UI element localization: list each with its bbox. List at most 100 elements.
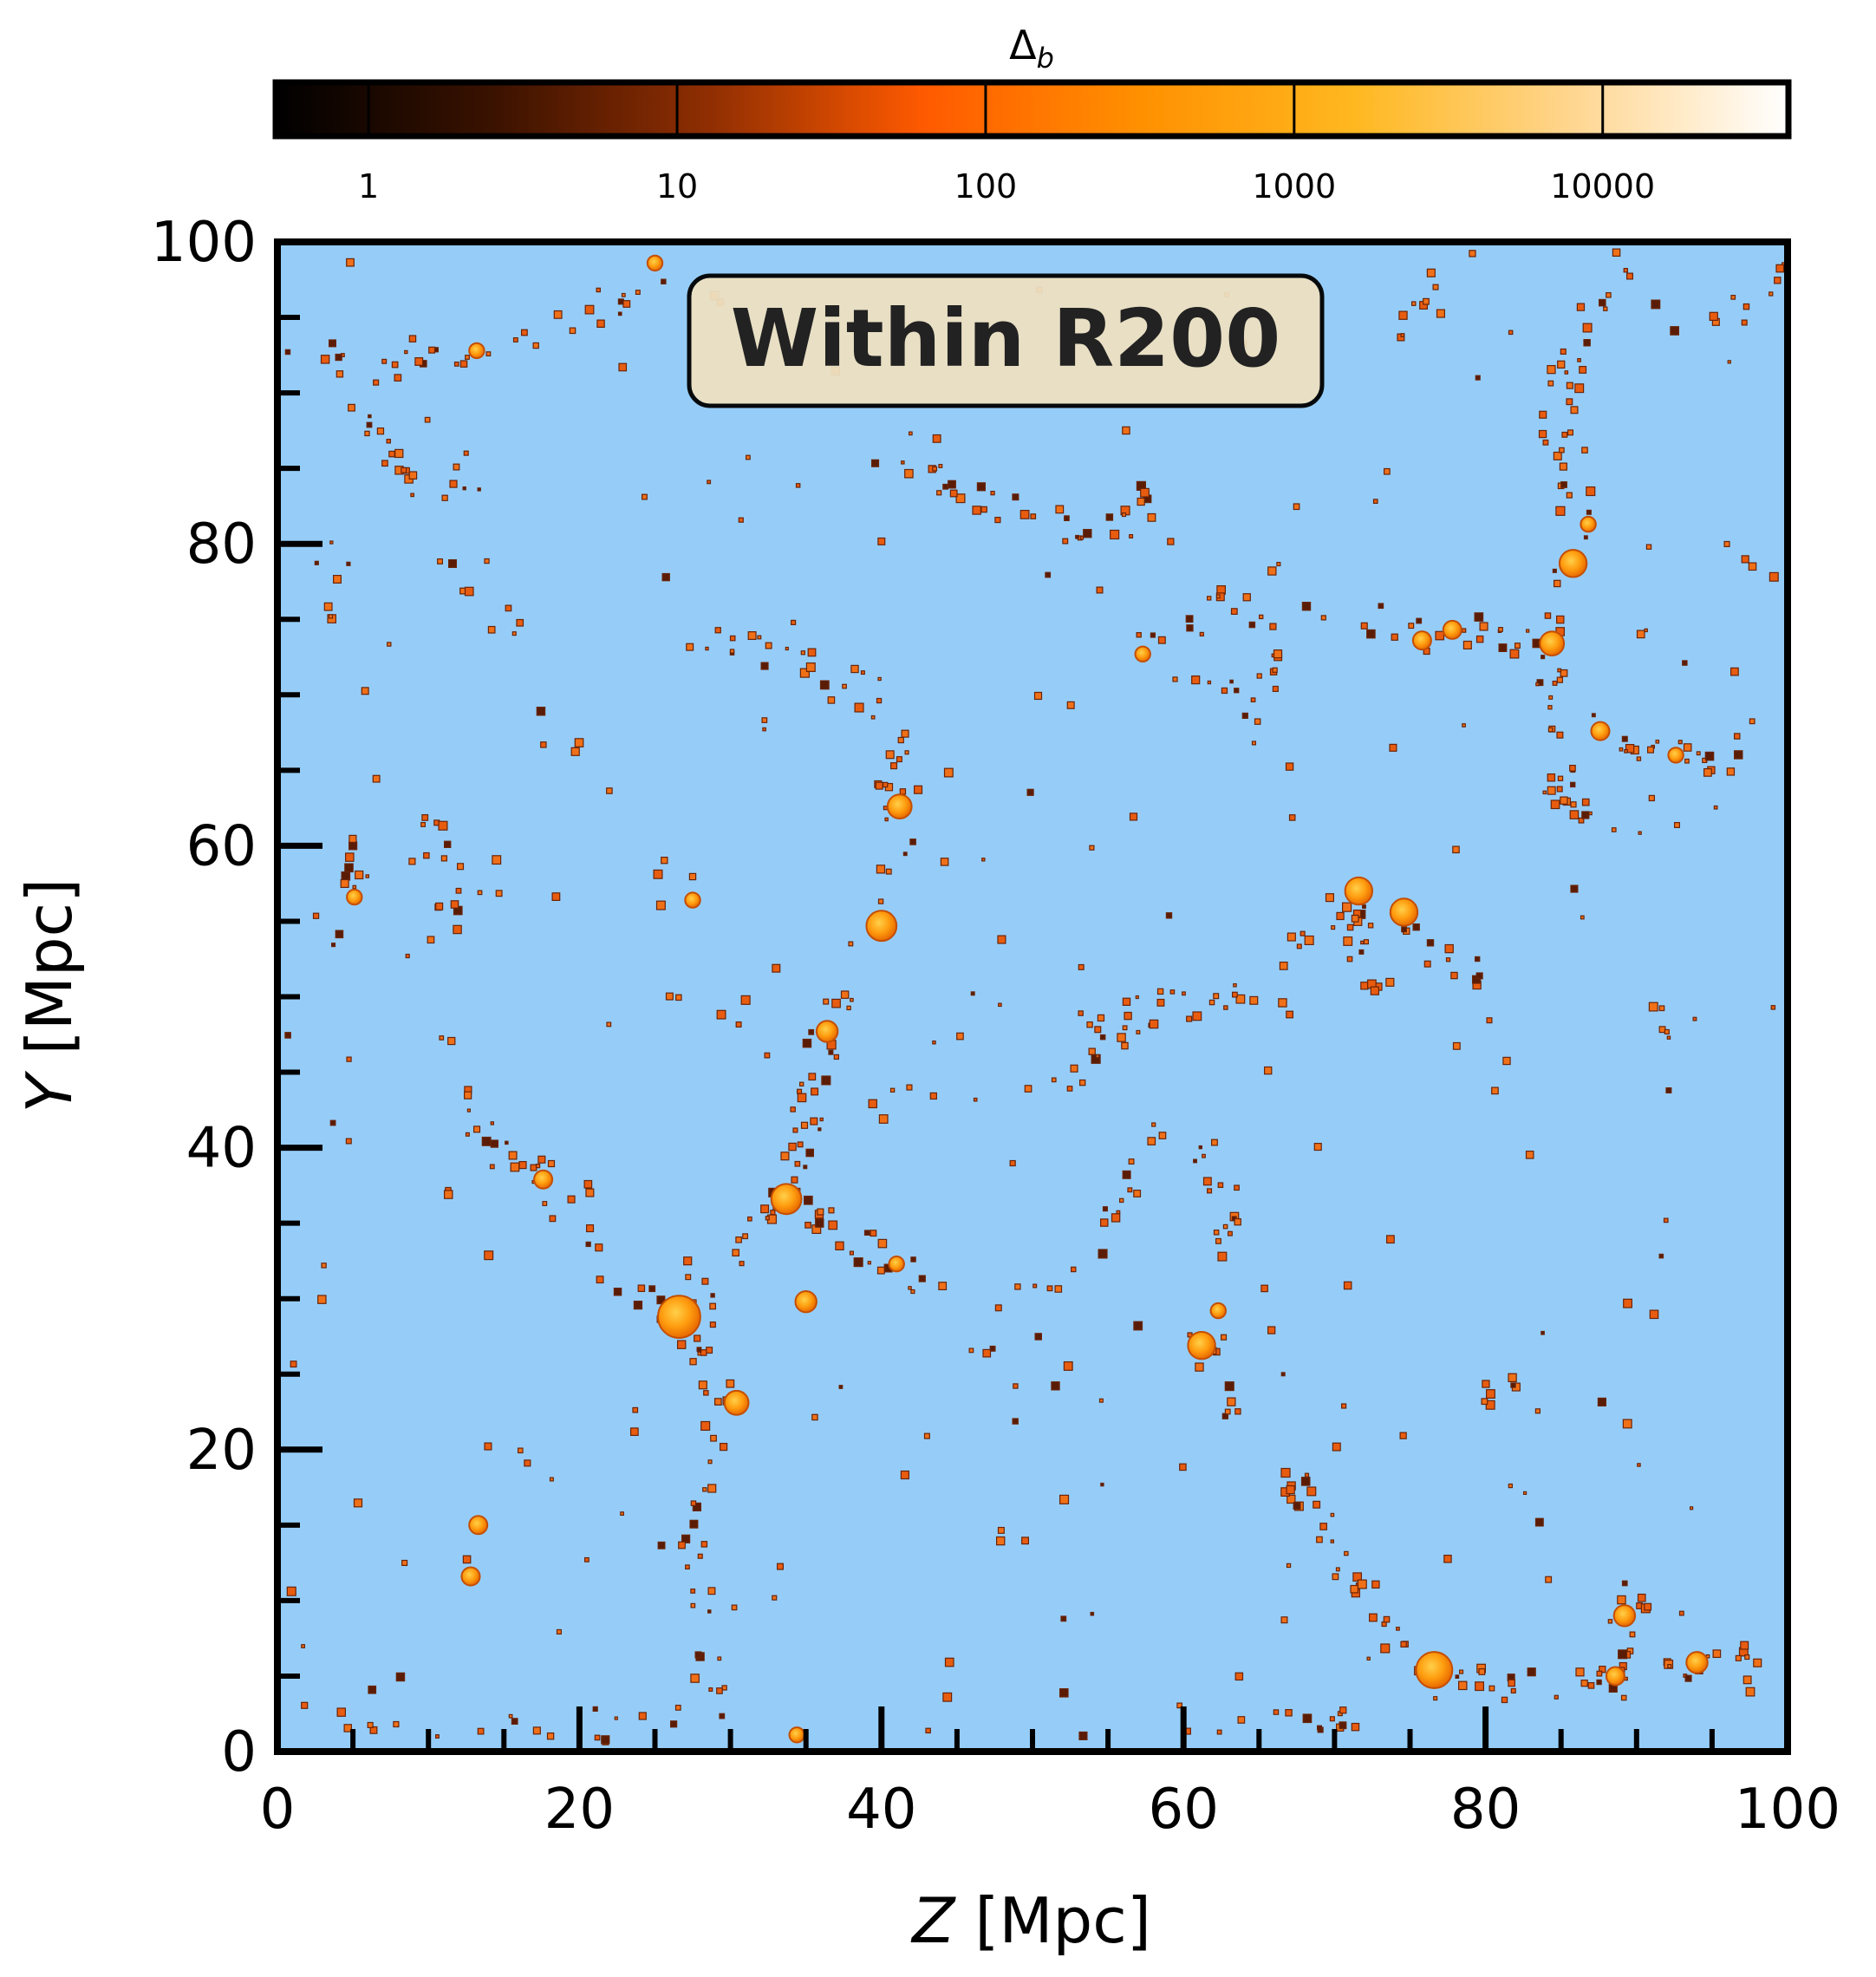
colorbar-label: Δb bbox=[1009, 22, 1054, 75]
halo-point bbox=[745, 454, 751, 460]
halo-point bbox=[1733, 750, 1743, 760]
halo-point bbox=[345, 852, 355, 862]
halo-point bbox=[1560, 796, 1568, 805]
halo-point bbox=[453, 924, 462, 935]
halo-point bbox=[982, 1348, 992, 1358]
halo-point bbox=[995, 1536, 1006, 1546]
x-axis-title: Z [Mpc] bbox=[910, 1884, 1151, 1957]
halo-point bbox=[1535, 682, 1540, 687]
halo-point bbox=[462, 1555, 472, 1564]
halo-point bbox=[683, 1256, 693, 1266]
halo-point bbox=[942, 1692, 953, 1702]
halo-point bbox=[717, 1656, 722, 1661]
halo-point bbox=[1300, 930, 1306, 936]
halo-point bbox=[1582, 323, 1593, 333]
halo-point bbox=[709, 1302, 717, 1310]
halo-point bbox=[1435, 630, 1445, 641]
halo-point bbox=[1534, 1517, 1544, 1527]
halo-point bbox=[1151, 1122, 1156, 1127]
halo-point bbox=[1378, 603, 1384, 610]
halo-point bbox=[1030, 513, 1037, 519]
halo-point bbox=[1059, 1687, 1069, 1698]
halo-point bbox=[366, 421, 373, 428]
halo-point bbox=[1704, 751, 1715, 761]
halo-point bbox=[714, 627, 721, 634]
halo-point bbox=[1433, 1696, 1438, 1701]
halo-point bbox=[1248, 621, 1256, 629]
halo-point bbox=[901, 729, 909, 738]
halo-point bbox=[286, 1586, 296, 1596]
halo-point bbox=[1684, 1674, 1692, 1682]
halo-point bbox=[897, 736, 904, 744]
halo-point bbox=[1254, 718, 1261, 725]
halo-point bbox=[1629, 1631, 1636, 1638]
halo-point bbox=[1207, 680, 1212, 685]
halo-point bbox=[1553, 451, 1562, 460]
halo-point bbox=[1475, 635, 1484, 643]
halo-point bbox=[1423, 297, 1430, 305]
halo-point bbox=[1583, 535, 1588, 540]
massive-halo bbox=[684, 891, 701, 909]
halo-point bbox=[997, 1526, 1005, 1534]
halo-point bbox=[1202, 1153, 1206, 1158]
halo-point bbox=[1157, 636, 1166, 644]
halo-point bbox=[870, 1230, 877, 1237]
massive-halo bbox=[888, 1256, 905, 1273]
halo-point bbox=[1770, 1005, 1776, 1010]
halo-point bbox=[464, 586, 474, 597]
halo-point bbox=[492, 855, 502, 865]
halo-point bbox=[367, 1721, 374, 1729]
massive-halo bbox=[1187, 1331, 1216, 1360]
halo-point bbox=[1636, 756, 1642, 761]
y-axis-title: Y [Mpc] bbox=[13, 878, 86, 1112]
halo-point bbox=[1625, 272, 1633, 280]
halo-point bbox=[709, 1321, 716, 1328]
halo-point bbox=[510, 1162, 520, 1172]
halo-point bbox=[1576, 303, 1586, 311]
halo-point bbox=[792, 1127, 798, 1133]
halo-point bbox=[669, 1720, 678, 1728]
halo-point bbox=[1560, 669, 1568, 677]
halo-point bbox=[1009, 1159, 1016, 1167]
colorbar-tick-label: 1000 bbox=[1252, 167, 1336, 206]
halo-point bbox=[536, 706, 546, 716]
halo-point bbox=[1234, 1408, 1241, 1415]
halo-point bbox=[901, 460, 905, 465]
halo-point bbox=[678, 1541, 686, 1550]
halo-point bbox=[1089, 845, 1095, 851]
halo-point bbox=[739, 1261, 745, 1267]
x-tick-labels: 0 20 40 60 80 100 bbox=[260, 1778, 1840, 1842]
halo-point bbox=[632, 1406, 639, 1413]
halo-point bbox=[1461, 628, 1467, 633]
halo-point bbox=[747, 630, 757, 640]
halo-point bbox=[1726, 767, 1736, 776]
halo-point bbox=[1741, 555, 1749, 564]
halo-point bbox=[1596, 1670, 1603, 1677]
halo-point bbox=[1623, 1298, 1632, 1308]
halo-point bbox=[1408, 623, 1415, 630]
halo-point bbox=[731, 1604, 738, 1611]
halo-point bbox=[976, 482, 987, 492]
halo-point bbox=[1213, 1229, 1220, 1236]
halo-point bbox=[674, 1704, 681, 1711]
halo-point bbox=[697, 1553, 703, 1559]
halo-point bbox=[710, 1434, 717, 1442]
halo-point bbox=[707, 1484, 717, 1493]
y-tick-label: 0 bbox=[221, 1720, 257, 1785]
halo-point bbox=[1525, 1150, 1534, 1159]
halo-point bbox=[574, 738, 584, 747]
halo-point bbox=[1121, 1041, 1129, 1050]
halo-point bbox=[1293, 503, 1300, 511]
halo-point bbox=[1220, 1334, 1228, 1341]
halo-point bbox=[314, 560, 319, 565]
halo-point bbox=[1263, 1066, 1273, 1075]
halo-point bbox=[1229, 679, 1234, 684]
halo-point bbox=[1556, 786, 1563, 793]
halo-point bbox=[1234, 1672, 1244, 1681]
massive-halo bbox=[646, 254, 664, 272]
halo-point bbox=[696, 1347, 702, 1353]
halo-point bbox=[868, 1099, 877, 1109]
halo-point bbox=[336, 1707, 347, 1717]
halo-point bbox=[870, 714, 876, 720]
